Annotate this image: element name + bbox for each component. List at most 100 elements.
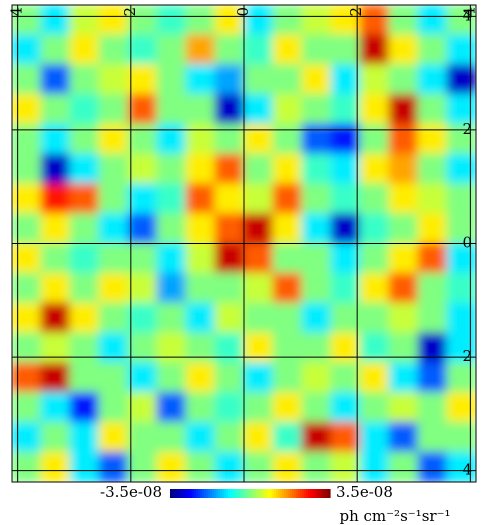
map-cell [359,451,390,482]
map-cell [12,332,42,364]
map-cell [359,93,390,125]
map-cell [388,332,419,364]
map-cell [243,64,274,95]
y-tick-label: 0 [462,234,472,252]
colorbar-swatch [232,489,235,498]
map-cell [417,302,448,334]
map-cell [69,302,100,334]
colorbar-swatch [270,489,273,498]
y-tick-label: 4 [462,6,472,24]
map-cell [388,213,419,244]
colorbar-swatch [192,489,195,498]
map-cell [69,332,100,364]
map-cell [388,153,419,185]
map-cell [214,272,245,304]
colorbar-swatch [236,489,239,498]
colorbar-swatch [254,489,257,498]
map-cell [12,421,42,453]
map-cell [214,392,245,423]
map-cell [388,34,419,66]
map-cell [272,243,303,274]
map-cell [243,213,274,244]
map-cell [12,302,42,334]
map-cell [446,93,476,125]
map-cell [69,421,100,453]
map-cell [40,302,71,334]
map-cell [301,451,332,482]
map-cell [156,362,187,394]
map-cell [301,332,332,364]
map-cell [417,153,448,185]
colorbar-swatch [206,489,209,498]
map-cell [446,392,476,423]
map-cell [214,362,245,394]
x-tick-label: 4 [8,7,26,17]
map-cell [127,362,158,394]
map-cell [272,392,303,423]
map-cell [388,392,419,423]
map-cell [417,272,448,304]
colorbar-swatch [208,489,211,498]
map-cell [156,123,187,155]
map-cell [301,213,332,244]
map-cell [12,362,42,394]
colorbar-swatch [252,489,255,498]
map-cell [359,183,390,215]
map-cell [156,213,187,244]
colorbar-swatch [300,489,303,498]
map-cell [446,332,476,364]
map-cell [185,183,216,215]
map-cell [12,93,42,125]
map-cell [12,34,42,66]
map-frame [11,4,477,483]
map-cell [69,392,100,423]
colorbar-swatch [242,489,245,498]
colorbar-swatch [316,489,319,498]
map-cell [330,5,361,36]
map-cell [127,183,158,215]
map-cell [446,451,476,482]
map-cell [330,243,361,274]
map-cell [69,362,100,394]
colorbar-swatch [194,489,197,498]
map-cell [98,243,129,274]
map-cell [417,93,448,125]
map-cell [185,213,216,244]
map-cell [214,93,245,125]
map-cell [243,302,274,334]
map-cell [214,302,245,334]
x-tick-label: 4 [460,7,478,17]
map-cell [69,243,100,274]
colorbar-swatch [272,489,275,498]
map-cell [446,421,476,453]
map-cell [185,93,216,125]
colorbar-swatch [288,489,291,498]
map-cell [98,153,129,185]
map-cell [446,272,476,304]
colorbar-swatch [180,489,183,498]
map-cell [243,34,274,66]
map-cell [417,332,448,364]
map-cell [185,392,216,423]
map-cell [127,392,158,423]
map-cell [272,302,303,334]
map-cell [446,153,476,185]
map-cell [359,5,390,36]
colorbar-tick-label: -3.5e-08 [100,483,162,501]
map-cell [12,451,42,482]
map-cell [388,421,419,453]
map-cell [98,362,129,394]
map-cell [388,64,419,95]
colorbar-swatch [216,489,219,498]
map-cell [388,302,419,334]
colorbar-swatch [248,489,251,498]
map-cell [243,332,274,364]
map-cell [330,362,361,394]
colorbar-swatch [282,489,285,498]
map-cell [446,213,476,244]
colorbar-swatch [328,489,331,498]
colorbar-swatch [320,489,323,498]
map-cell [156,421,187,453]
map-cell [388,362,419,394]
map-cell [417,183,448,215]
